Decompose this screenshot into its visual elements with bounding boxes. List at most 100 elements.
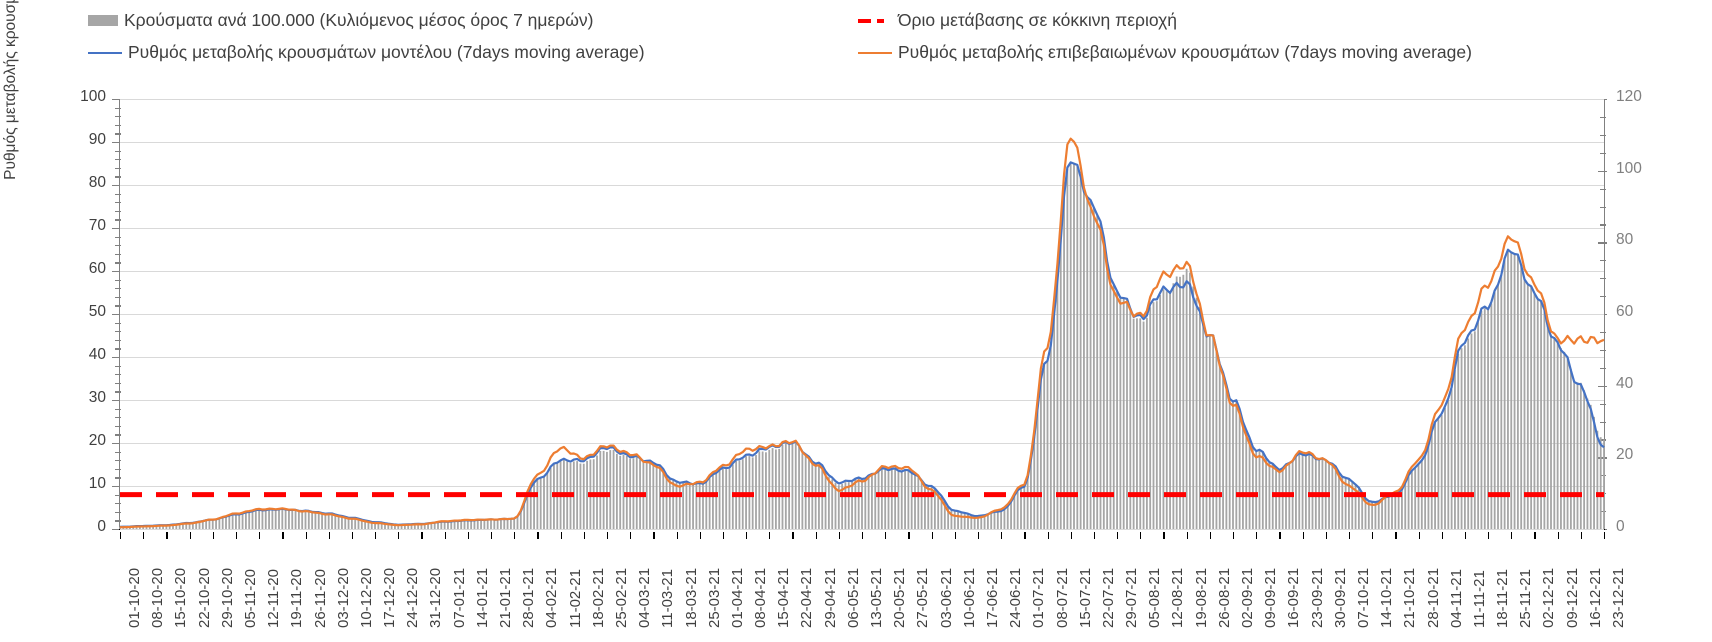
bar: [281, 508, 284, 529]
bar: [668, 479, 671, 529]
x-axis-tick: [1325, 532, 1327, 539]
bar: [466, 520, 469, 529]
y-axis-right-tick-label: 80: [1616, 231, 1634, 249]
bar: [937, 493, 940, 529]
y-axis-right-tick-label: 40: [1616, 374, 1634, 392]
bar: [665, 475, 668, 529]
bar: [1364, 498, 1367, 529]
x-axis-tick: [1256, 532, 1258, 539]
bar: [201, 521, 204, 529]
bar: [288, 509, 290, 529]
bar: [1208, 335, 1211, 529]
x-axis-tick: [792, 532, 794, 539]
bar: [692, 484, 694, 529]
bar: [900, 472, 903, 529]
bar: [781, 444, 784, 529]
bar: [1165, 291, 1168, 529]
x-axis-tick: [120, 532, 122, 539]
legend-item-bars[interactable]: Κρούσματα ανά 100.000 (Κυλιόμενος μέσος …: [88, 10, 593, 31]
bar: [1198, 307, 1201, 529]
bar: [1139, 318, 1142, 529]
x-axis-tick-label: 18-02-21: [589, 567, 607, 628]
bar: [682, 482, 685, 529]
legend-item-confirmed-line[interactable]: Ρυθμός μεταβολής επιβεβαιωμένων κρουσμάτ…: [858, 42, 1472, 63]
bar: [917, 476, 920, 529]
x-axis-tick: [305, 532, 307, 539]
bar: [1255, 451, 1258, 529]
bar: [924, 485, 926, 529]
y-axis-right-minor-tick: [1600, 224, 1606, 226]
bar: [145, 526, 148, 529]
bar: [755, 455, 757, 529]
bar: [1003, 509, 1006, 529]
gridline: [120, 142, 1604, 143]
bar: [370, 521, 373, 529]
bar: [765, 452, 767, 529]
gridline: [120, 443, 1604, 444]
y-axis-left-tick-label: 30: [88, 389, 106, 406]
y-axis-minor-tick: [115, 305, 121, 307]
gridline: [120, 400, 1604, 401]
bar: [314, 512, 317, 529]
bar: [394, 524, 396, 529]
bar: [420, 524, 423, 529]
bar: [652, 463, 655, 529]
bar: [278, 509, 280, 529]
y-axis-minor-tick: [115, 348, 121, 350]
y-axis-minor-tick: [115, 124, 121, 126]
x-axis-tick-label: 24-06-21: [1007, 567, 1025, 628]
x-axis-tick-label: 29-10-20: [218, 567, 236, 628]
x-axis-tick: [862, 532, 864, 539]
bar: [423, 523, 426, 529]
x-axis-tick: [143, 532, 145, 539]
bar: [874, 474, 877, 529]
bar: [450, 521, 453, 529]
x-axis-tick: [931, 532, 933, 539]
y-axis-right-minor-tick: [1600, 260, 1606, 262]
x-axis-tick-label: 28-10-21: [1424, 567, 1442, 628]
legend-item-threshold[interactable]: Όριο μετάβασης σε κόκκινη περιοχή: [858, 10, 1177, 31]
bar: [1308, 453, 1311, 529]
bar: [1202, 322, 1205, 529]
bar: [380, 522, 383, 529]
bar: [1593, 416, 1595, 529]
x-axis-tick-label: 11-02-21: [566, 569, 584, 628]
bar: [251, 511, 254, 529]
bar: [1540, 301, 1542, 529]
legend-item-model-line[interactable]: Ρυθμός μεταβολής κρουσμάτων μοντέλου (7d…: [88, 42, 645, 63]
bar: [195, 522, 198, 529]
bar: [264, 510, 267, 529]
bar: [311, 511, 314, 529]
legend-label-bars: Κρούσματα ανά 100.000 (Κυλιόμενος μέσος …: [124, 10, 594, 30]
bar: [297, 510, 300, 529]
y-axis-minor-tick: [115, 296, 121, 298]
bar: [967, 513, 969, 529]
x-axis-tick: [491, 532, 493, 539]
bar: [1205, 335, 1208, 529]
bar: [413, 524, 416, 529]
x-axis-tick-label: 29-04-21: [821, 567, 839, 628]
bar: [1487, 310, 1489, 529]
bar: [940, 496, 943, 529]
bar: [1182, 274, 1185, 529]
bar: [1116, 291, 1118, 529]
bar: [1132, 318, 1135, 529]
y-axis-left-tick-label: 0: [97, 518, 106, 535]
bar: [172, 524, 174, 529]
y-axis-minor-tick: [115, 322, 121, 324]
x-axis-tick-label: 03-06-21: [937, 567, 955, 628]
x-axis-tick: [1093, 532, 1096, 539]
x-axis-tick-label: 10-12-20: [357, 567, 375, 628]
bar: [1053, 314, 1056, 529]
bar: [500, 519, 502, 529]
bar: [920, 481, 923, 529]
y-axis-left-title: Ρυθμός μεταβολής κρουσμάτων: [2, 0, 19, 180]
x-axis-tick-label: 22-04-21: [798, 567, 816, 628]
bar: [659, 465, 661, 529]
bar: [827, 477, 830, 529]
bar: [291, 509, 294, 529]
x-axis-tick: [1488, 532, 1490, 539]
x-axis-tick: [537, 532, 539, 539]
y-axis-right-minor-tick: [1600, 331, 1606, 334]
y-axis-right-minor-tick: [1600, 188, 1606, 190]
